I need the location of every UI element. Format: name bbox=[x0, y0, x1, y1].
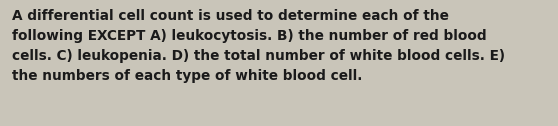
Text: A differential cell count is used to determine each of the
following EXCEPT A) l: A differential cell count is used to det… bbox=[12, 9, 506, 83]
